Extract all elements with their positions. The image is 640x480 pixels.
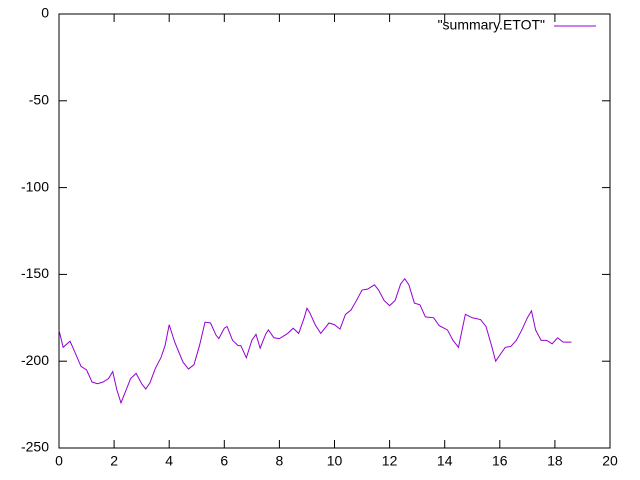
x-tick-label: 2 [110, 453, 118, 469]
x-tick-label: 6 [220, 453, 228, 469]
x-tick-label: 12 [382, 453, 398, 469]
y-tick-label: -250 [21, 439, 49, 455]
y-tick-label: 0 [41, 5, 49, 21]
y-tick-label: -150 [21, 265, 49, 281]
y-tick-label: -50 [29, 92, 49, 108]
x-tick-label: 0 [55, 453, 63, 469]
legend-label: "summary.ETOT" [438, 17, 545, 33]
x-tick-label: 16 [492, 453, 508, 469]
x-tick-label: 10 [327, 453, 343, 469]
x-tick-label: 8 [276, 453, 284, 469]
x-tick-label: 20 [602, 453, 618, 469]
x-tick-label: 4 [165, 453, 173, 469]
x-tick-label: 18 [547, 453, 563, 469]
data-line [58, 277, 572, 405]
y-tick-label: -100 [21, 178, 49, 194]
y-tick-label: -200 [21, 352, 49, 368]
x-tick-label: 14 [437, 453, 453, 469]
